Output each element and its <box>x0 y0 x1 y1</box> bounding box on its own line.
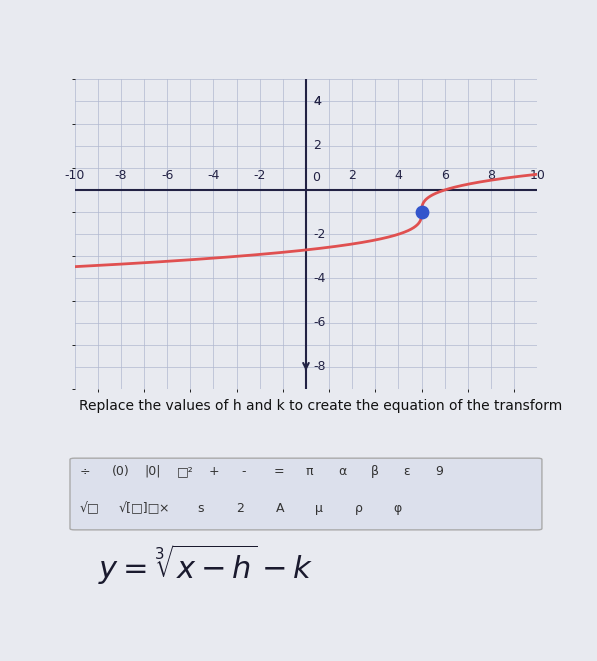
Text: β: β <box>371 465 378 478</box>
Text: s: s <box>197 502 204 515</box>
Text: 4: 4 <box>395 169 402 182</box>
Text: -4: -4 <box>207 169 220 182</box>
Text: -: - <box>241 465 246 478</box>
Text: +: + <box>209 465 220 478</box>
Text: 9: 9 <box>436 465 444 478</box>
Text: 2: 2 <box>313 139 321 152</box>
Text: ×: × <box>158 502 168 515</box>
Text: |0|: |0| <box>144 465 161 478</box>
Text: -2: -2 <box>313 228 325 241</box>
Text: √[□]□: √[□]□ <box>119 502 160 515</box>
Text: ε: ε <box>403 465 410 478</box>
Text: φ: φ <box>394 502 402 515</box>
Text: -10: -10 <box>64 169 85 182</box>
Text: ÷: ÷ <box>79 465 90 478</box>
Text: Replace the values of h and k to create the equation of the transform: Replace the values of h and k to create … <box>79 399 562 413</box>
Text: (0): (0) <box>112 465 130 478</box>
Text: -8: -8 <box>313 360 325 373</box>
Text: □²: □² <box>177 465 193 478</box>
Text: 4: 4 <box>313 95 321 108</box>
Text: 10: 10 <box>530 169 545 182</box>
Text: ρ: ρ <box>355 502 362 515</box>
Text: α: α <box>338 465 347 478</box>
Point <box>417 207 426 217</box>
Text: 0: 0 <box>312 171 320 184</box>
Text: $y = \sqrt[3]{x-h} - k$: $y = \sqrt[3]{x-h} - k$ <box>98 542 313 587</box>
Text: 8: 8 <box>487 169 495 182</box>
Text: 2: 2 <box>236 502 244 515</box>
Text: 4: 4 <box>313 95 321 108</box>
Text: √□: √□ <box>79 502 99 515</box>
Text: π: π <box>306 465 313 478</box>
FancyBboxPatch shape <box>70 458 542 530</box>
Text: 2: 2 <box>348 169 356 182</box>
Text: μ: μ <box>315 502 323 515</box>
Text: -8: -8 <box>115 169 127 182</box>
Text: -6: -6 <box>313 316 325 329</box>
Text: -4: -4 <box>313 272 325 285</box>
Text: =: = <box>273 465 284 478</box>
Text: A: A <box>276 502 284 515</box>
Text: -6: -6 <box>161 169 173 182</box>
Text: -2: -2 <box>254 169 266 182</box>
Text: 6: 6 <box>441 169 449 182</box>
